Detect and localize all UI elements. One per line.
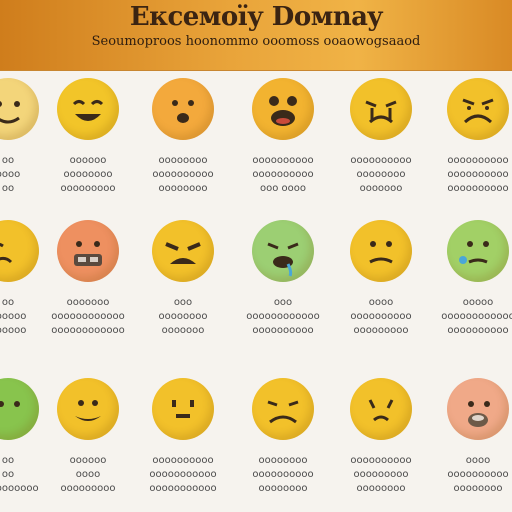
emoji-label-line: oooooooooo <box>350 311 412 322</box>
emoji-label-line: oooooooooooo <box>246 311 320 322</box>
nauseated-face-icon <box>252 220 314 282</box>
emoji-label-line: ooo <box>273 297 293 308</box>
emoji-label-line: oooooo <box>0 311 27 322</box>
emoji-label-line: oooooooooo <box>447 169 509 180</box>
emoji-label-line: oooooo <box>69 455 107 466</box>
emoji-label-line: oo <box>1 155 15 166</box>
emoji-label-line: ooo <box>173 297 193 308</box>
emoji-label-line: oooooooooo <box>252 325 314 336</box>
face-with-hand-icon <box>447 378 509 440</box>
screaming-face-icon <box>252 78 314 140</box>
emoji-label-line: oooooooooo <box>252 155 314 166</box>
grimacing-face-icon <box>57 378 119 440</box>
emoji-label-line: ooooooooo <box>60 183 116 194</box>
emoji-label-line: ooo oooo <box>259 183 306 194</box>
anxious-face-icon <box>350 378 412 440</box>
emoji-label-line: ooooooooo <box>353 469 409 480</box>
smiling-face-icon <box>0 78 39 140</box>
emoji-label-line: oooooooooo <box>350 155 412 166</box>
emoji-label-line: oooooooooooo <box>51 311 125 322</box>
emoji-label-line: oooooooooo <box>252 469 314 480</box>
emoji-label-line: oooooooooo <box>447 183 509 194</box>
face-with-mask-icon <box>57 220 119 282</box>
green-face-icon <box>0 378 39 440</box>
emoji-label-line: oooooooooo <box>0 483 39 494</box>
sad-face-icon <box>447 78 509 140</box>
emoji-label-line: oooooooo <box>158 311 208 322</box>
emoji-label-line: oooooooooo <box>350 455 412 466</box>
sick-face-icon <box>447 220 509 282</box>
emoji-label-line: oooooooooo <box>152 169 214 180</box>
emoji-label-line: oooo <box>368 297 394 308</box>
emoji-label-line: oooooooooo <box>447 325 509 336</box>
emoji-label-line: oo <box>1 455 15 466</box>
emoji-label-line: ooooooo <box>359 183 403 194</box>
emoji-label-line: ooooooo <box>66 297 110 308</box>
emoji-label-line: oooo <box>0 169 21 180</box>
emoji-label-line: oooooooooooo <box>51 325 125 336</box>
emoji-label-line: oooooooooo <box>447 469 509 480</box>
emoji-label-line: oooooooo <box>356 483 406 494</box>
emoji-grid: oo ooo oo oooooo oooooooo ooooooooo oooooooo oo… <box>0 70 512 512</box>
neutral-face-icon <box>350 220 412 282</box>
emoji-label-line: oooo <box>465 455 491 466</box>
emoji-label-line: oooooooo <box>258 483 308 494</box>
header-banner: Ексемоїу Dомnay Seoumoproos hoonommo ooo… <box>0 0 512 71</box>
emoji-label-line: oooooooo <box>258 455 308 466</box>
emoji-label-line: oooooooo <box>453 483 503 494</box>
emoji-label-line: oooooo <box>69 155 107 166</box>
emoji-label-line: oooooooooo <box>252 169 314 180</box>
emoji-label-line: ooooooooo <box>353 325 409 336</box>
surprised-face-icon <box>152 78 214 140</box>
emoji-label-line: oooooooooo <box>447 155 509 166</box>
emoji-label-line: oooo <box>75 469 101 480</box>
emoji-label-line: oooooooo <box>158 155 208 166</box>
emoji-label-line: oo <box>1 297 15 308</box>
crying-face-icon <box>350 78 412 140</box>
emoji-label-line: oooooooo <box>158 183 208 194</box>
emoji-label-line: ooooooooooo <box>149 469 217 480</box>
emoji-label-line: ooooooooo <box>60 483 116 494</box>
page-subtitle: Seoumoproos hoonommo ooomoss ooaowogsaao… <box>91 34 421 49</box>
emoji-label-line: oooooooooooo <box>441 311 512 322</box>
loudly-crying-face-icon <box>152 220 214 282</box>
emoji-label-line: ooooooo <box>161 325 205 336</box>
emoji-label-line: oooooooooo <box>152 455 214 466</box>
emoji-label-line: ooooooooooo <box>149 483 217 494</box>
emoji-label-line: oooooo <box>0 325 27 336</box>
emoji-label-line: oo <box>1 183 15 194</box>
grinning-face-icon <box>57 78 119 140</box>
tired-face-icon <box>0 220 39 282</box>
expressionless-face-icon <box>152 378 214 440</box>
frowning-face-icon <box>252 378 314 440</box>
page-title: Ексемоїу Dомnay <box>129 2 383 32</box>
emoji-label-line: oooooooo <box>356 169 406 180</box>
emoji-label-line: oo <box>1 469 15 480</box>
emoji-label-line: oooooooo <box>63 169 113 180</box>
emoji-label-line: ooooo <box>462 297 494 308</box>
